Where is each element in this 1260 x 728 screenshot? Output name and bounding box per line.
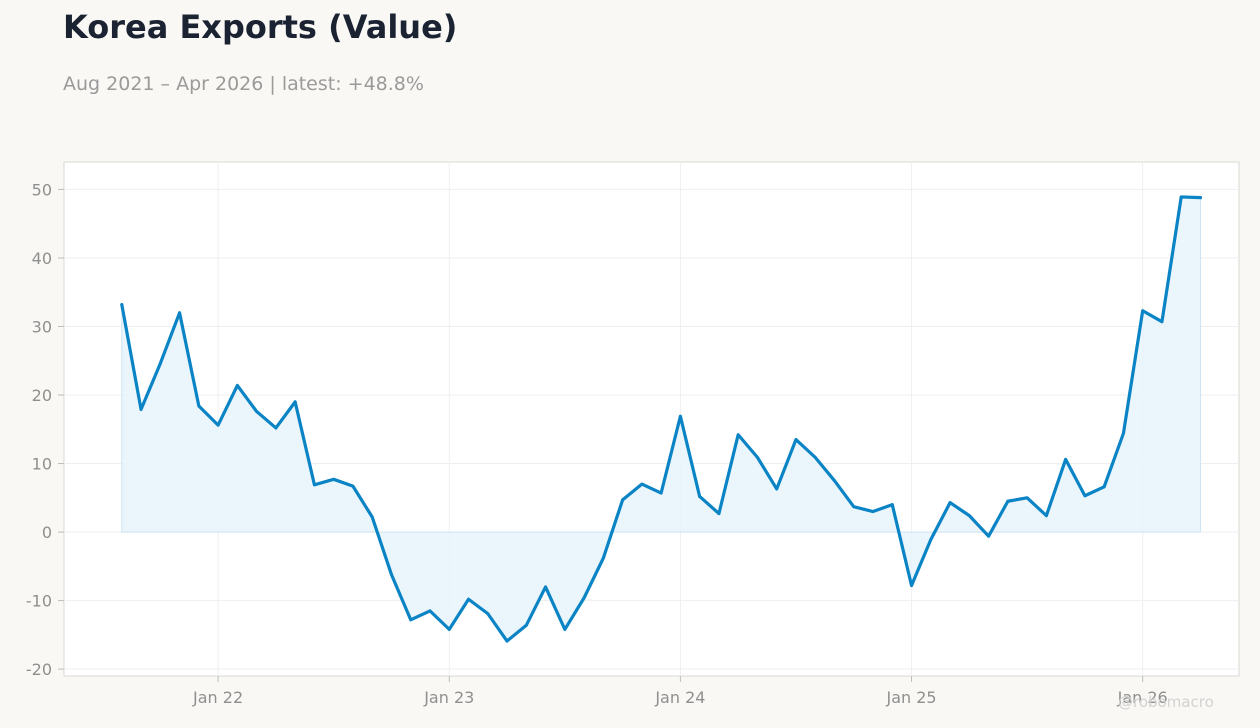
data-point xyxy=(717,512,721,515)
data-point xyxy=(890,503,894,507)
chart-title: Korea Exports (Value) xyxy=(63,8,458,46)
y-tick-label: -20 xyxy=(26,660,52,679)
data-point xyxy=(1044,514,1048,518)
watermark: @robomacro xyxy=(1118,693,1214,711)
data-point xyxy=(351,484,355,488)
y-tick-label: -10 xyxy=(26,592,52,611)
data-point xyxy=(544,585,547,589)
data-point xyxy=(563,628,567,631)
data-point xyxy=(601,556,605,560)
data-point xyxy=(486,612,490,616)
chart-subtitle: Aug 2021 – Apr 2026 | latest: +48.8% xyxy=(63,73,424,95)
data-point xyxy=(1141,309,1145,313)
data-point xyxy=(1122,431,1125,435)
data-point xyxy=(313,483,316,487)
data-point xyxy=(524,623,528,627)
data-point xyxy=(467,597,470,601)
data-point xyxy=(120,303,124,306)
data-point xyxy=(794,438,798,441)
data-point xyxy=(678,414,682,418)
data-point xyxy=(409,618,413,622)
data-point xyxy=(852,505,856,509)
data-point xyxy=(833,479,836,483)
data-point xyxy=(775,487,779,491)
x-tick-label: Jan 23 xyxy=(423,688,474,707)
data-point xyxy=(1102,485,1106,489)
data-point xyxy=(948,501,952,505)
data-point xyxy=(582,596,586,600)
data-point xyxy=(1083,494,1087,498)
y-tick-label: 30 xyxy=(32,317,52,336)
data-point xyxy=(1179,195,1183,199)
x-tick-label: Jan 24 xyxy=(654,688,705,707)
x-tick-label: Jan 26 xyxy=(1117,688,1168,707)
data-point xyxy=(216,423,220,427)
data-point xyxy=(621,498,625,502)
y-tick-label: 40 xyxy=(32,249,52,268)
data-point xyxy=(698,495,702,498)
data-point xyxy=(871,510,875,513)
data-point xyxy=(929,538,933,542)
data-point xyxy=(640,482,644,486)
data-point xyxy=(967,514,971,518)
data-point xyxy=(987,534,990,538)
y-tick-label: 0 xyxy=(42,523,52,542)
data-point xyxy=(370,515,374,519)
data-point xyxy=(756,455,759,459)
x-axis-ticks: Jan 22 Jan 23 Jan 24 Jan 25 Jan 26 xyxy=(192,676,1168,707)
data-point xyxy=(255,410,259,413)
data-point xyxy=(1025,496,1029,500)
data-point xyxy=(1199,196,1202,200)
data-point xyxy=(428,609,432,613)
data-point xyxy=(390,573,393,576)
y-axis-ticks: -20 -10 0 10 20 30 40 50 xyxy=(26,180,64,679)
y-tick-label: 20 xyxy=(32,386,52,405)
y-tick-label: 50 xyxy=(32,180,52,199)
data-point xyxy=(178,311,181,315)
data-point xyxy=(659,491,663,495)
data-point xyxy=(274,426,278,430)
y-tick-label: 10 xyxy=(32,455,52,474)
data-point xyxy=(813,455,817,459)
data-point xyxy=(910,584,913,587)
data-point xyxy=(139,408,143,411)
data-point xyxy=(235,384,239,387)
x-tick-label: Jan 25 xyxy=(885,688,936,707)
data-point xyxy=(1064,458,1068,461)
data-point xyxy=(197,404,201,408)
data-point xyxy=(332,477,336,481)
data-point xyxy=(1160,320,1164,324)
data-point xyxy=(1006,499,1010,503)
data-point xyxy=(447,628,451,631)
data-point xyxy=(736,433,740,437)
data-point xyxy=(293,400,297,404)
x-tick-label: Jan 22 xyxy=(192,688,243,707)
data-points xyxy=(120,195,1202,643)
data-point xyxy=(505,639,509,643)
data-point xyxy=(158,362,162,365)
